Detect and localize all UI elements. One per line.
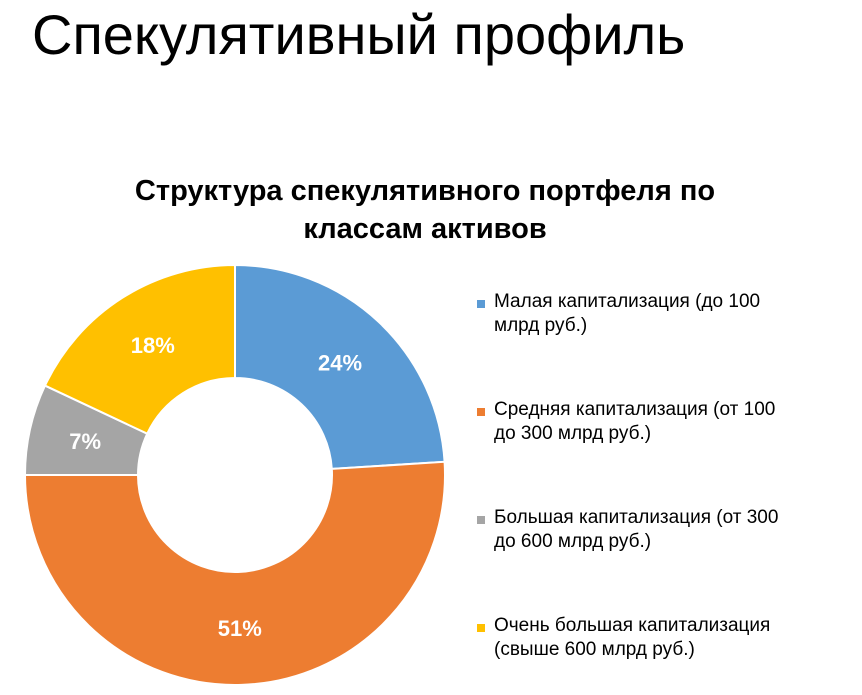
slide-title: Спекулятивный профиль [32,3,686,66]
data-label-mid-cap: 51% [218,616,262,641]
data-label-small-cap: 24% [318,351,362,376]
donut-slice-very-large-cap [43,263,236,436]
legend-swatch-large-cap [477,516,485,524]
legend-label-large-cap: Большая капитализация (от 300 до 600 млр… [494,506,844,554]
legend-swatch-very-large-cap [477,624,485,632]
chart-title-line-2: классам активов [303,213,547,245]
legend-label-small-cap: Малая капитализация (до 100 млрд руб.) [494,290,844,338]
donut-slice-mid-cap [23,460,446,686]
data-label-very-large-cap: 18% [131,333,175,358]
legend-label-mid-cap-line-2: до 300 млрд руб.) [494,423,652,444]
donut-slice-small-cap [234,263,446,470]
donut-chart: 24% 51% 7% 18% [23,263,446,686]
legend-label-large-cap-line-2: до 600 млрд руб.) [494,531,652,552]
legend-label-very-large-cap-line-1: Очень большая капитализация [494,615,771,636]
legend-label-large-cap-line-1: Большая капитализация (от 300 [494,507,779,528]
chart-title: Структура спекулятивного портфеля по кла… [20,172,830,248]
legend-label-very-large-cap-line-2: (свыше 600 млрд руб.) [494,639,695,660]
legend-label-mid-cap: Средняя капитализация (от 100 до 300 млр… [494,398,844,446]
data-label-large-cap: 7% [69,429,101,454]
chart-title-line-1: Структура спекулятивного портфеля по [134,175,716,207]
legend-swatch-small-cap [477,300,485,308]
legend-label-mid-cap-line-1: Средняя капитализация (от 100 [494,399,776,420]
legend-label-small-cap-line-1: Малая капитализация (до 100 [494,291,761,312]
legend-label-small-cap-line-2: млрд руб.) [494,315,588,336]
legend-swatch-mid-cap [477,408,485,416]
legend-label-very-large-cap: Очень большая капитализация (свыше 600 м… [494,614,844,662]
